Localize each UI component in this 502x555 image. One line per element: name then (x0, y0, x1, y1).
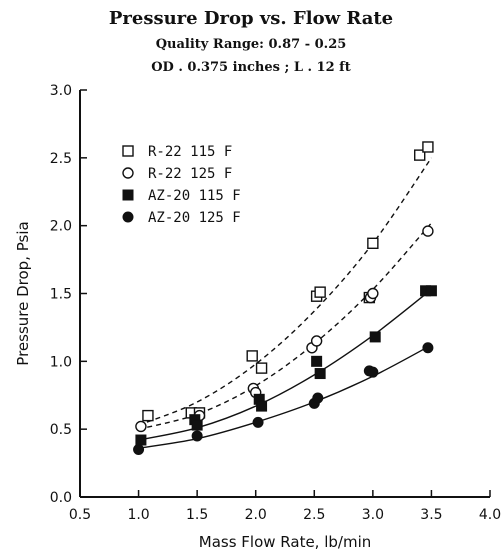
data-point-series-2 (310, 335, 323, 347)
data-point-series-2 (135, 420, 147, 433)
y-tick-label: 0.0 (50, 490, 72, 506)
data-point-series-4 (367, 366, 379, 378)
data-point-series-1 (246, 350, 258, 362)
fit-curve-series-4 (138, 344, 432, 449)
data-point-series-3 (256, 400, 268, 412)
fit-curve-series-3 (138, 288, 432, 441)
chart-subtitle-dimensions: OD . 0.375 inches ; L . 12 ft (151, 60, 351, 75)
y-axis-label: Pressure Drop, Psia (14, 221, 32, 365)
legend-marker-series-4 (122, 211, 134, 223)
data-point-series-3 (369, 331, 381, 343)
chart-subtitle-quality: Quality Range: 0.87 - 0.25 (155, 37, 347, 52)
data-points (133, 141, 437, 456)
legend-label-series-2: R-22 125 F (148, 166, 232, 182)
fit-curve-series-2 (138, 222, 432, 430)
data-point-series-3 (191, 419, 203, 431)
data-point-series-3 (311, 355, 323, 367)
legend-label-series-3: AZ-20 115 F (148, 188, 241, 204)
legend-marker-series-2 (122, 167, 134, 179)
data-point-series-4 (422, 342, 434, 354)
legend-label-series-4: AZ-20 125 F (148, 210, 241, 226)
x-tick-label: 3.5 (420, 507, 442, 523)
data-point-series-1 (422, 141, 434, 153)
y-tick-label: 2.0 (50, 219, 72, 235)
data-point-series-3 (425, 285, 437, 297)
x-tick-label: 1.0 (127, 507, 149, 523)
data-point-series-3 (135, 434, 147, 446)
y-tick-label: 3.0 (50, 83, 72, 99)
chart-title: Pressure Drop vs. Flow Rate (108, 8, 394, 29)
fit-curve-series-1 (138, 157, 433, 426)
data-point-series-1 (414, 149, 426, 161)
y-tick-label: 0.5 (50, 422, 72, 438)
x-tick-label: 2.0 (245, 507, 267, 523)
data-point-series-1 (314, 286, 326, 298)
y-tick-label: 1.0 (50, 354, 72, 370)
data-point-series-2 (422, 225, 434, 237)
legend-marker-series-3 (122, 189, 134, 201)
x-axis-label: Mass Flow Rate, lb/min (199, 533, 372, 551)
data-point-series-4 (191, 430, 203, 442)
x-tick-label: 2.5 (303, 507, 325, 523)
legend-marker-series-1 (122, 145, 134, 157)
y-tick-label: 2.5 (50, 151, 72, 167)
data-point-series-4 (133, 444, 145, 456)
data-point-series-4 (252, 416, 264, 428)
data-point-series-1 (255, 362, 268, 374)
data-point-series-2 (367, 287, 379, 300)
legend: R-22 115 F R-22 125 F AZ-20 115 F AZ-20 125… (122, 144, 241, 226)
data-point-series-1 (142, 409, 154, 422)
data-point-series-4 (312, 392, 324, 404)
data-point-series-1 (367, 237, 379, 250)
x-tick-label: 4.0 (479, 507, 501, 523)
x-tick-label: 0.5 (69, 507, 91, 523)
x-tick-label: 3.0 (362, 507, 384, 523)
data-point-series-3 (314, 368, 326, 380)
legend-label-series-1: R-22 115 F (148, 144, 232, 160)
y-tick-label: 1.5 (50, 287, 72, 303)
plot-ticks: 0.00.51.01.52.02.53.00.5 1.0 1.5 2.0 2.5 3.0 3… (50, 83, 501, 523)
x-tick-label: 1.5 (186, 507, 208, 523)
